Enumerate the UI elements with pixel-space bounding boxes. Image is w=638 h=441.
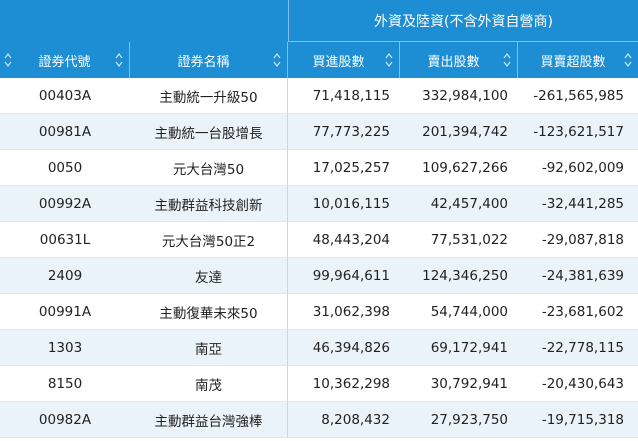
column-header-sell[interactable]: 賣出股數 [400, 42, 518, 78]
column-header-net[interactable]: 買賣超股數 [518, 42, 638, 78]
table-row: 00403A 主動統一升級50 71,418,115 332,984,100 -… [0, 78, 638, 114]
cell-sell: 69,172,941 [400, 330, 518, 366]
sort-icon[interactable] [503, 53, 511, 67]
sort-icon[interactable] [273, 53, 281, 67]
cell-name: 主動群益台灣強棒 [130, 402, 288, 438]
cell-sell: 42,457,400 [400, 186, 518, 222]
group-header-spacer [0, 0, 130, 42]
cell-code: 00982A [0, 402, 130, 438]
table-row: 00981A 主動統一台股增長 77,773,225 201,394,742 -… [0, 114, 638, 150]
cell-net: -29,087,818 [518, 222, 638, 258]
cell-name: 主動統一台股增長 [130, 114, 288, 150]
cell-net: -32,441,285 [518, 186, 638, 222]
column-header-label: 證券代號 [38, 54, 91, 70]
cell-buy: 31,062,398 [288, 294, 400, 330]
column-header-buy[interactable]: 買進股數 [288, 42, 400, 78]
column-header-label: 賣出股數 [427, 54, 480, 70]
cell-buy: 17,025,257 [288, 150, 400, 186]
table-row: 1303 南亞 46,394,826 69,172,941 -22,778,11… [0, 330, 638, 366]
cell-name: 元大台灣50 [130, 150, 288, 186]
table-group-header: 外資及陸資(不含外資自營商) [0, 0, 638, 42]
table-row: 00982A 主動群益台灣強棒 8,208,432 27,923,750 -19… [0, 402, 638, 438]
cell-net: -19,715,318 [518, 402, 638, 438]
cell-name: 友達 [130, 258, 288, 294]
table-row: 8150 南茂 10,362,298 30,792,941 -20,430,64… [0, 366, 638, 402]
cell-code: 00981A [0, 114, 130, 150]
group-title: 外資及陸資(不含外資自營商) [288, 0, 638, 42]
cell-buy: 77,773,225 [288, 114, 400, 150]
table-row: 00992A 主動群益科技創新 10,016,115 42,457,400 -3… [0, 186, 638, 222]
cell-code: 00992A [0, 186, 130, 222]
cell-code: 0050 [0, 150, 130, 186]
cell-code: 8150 [0, 366, 130, 402]
cell-code: 00631L [0, 222, 130, 258]
cell-buy: 10,016,115 [288, 186, 400, 222]
cell-name: 主動統一升級50 [130, 78, 288, 114]
table-row: 2409 友達 99,964,611 124,346,250 -24,381,6… [0, 258, 638, 294]
cell-name: 南亞 [130, 330, 288, 366]
column-header-label: 買賣超股數 [540, 54, 606, 70]
cell-buy: 8,208,432 [288, 402, 400, 438]
cell-sell: 54,744,000 [400, 294, 518, 330]
cell-net: -24,381,639 [518, 258, 638, 294]
cell-sell: 30,792,941 [400, 366, 518, 402]
table-row: 00991A 主動復華未來50 31,062,398 54,744,000 -2… [0, 294, 638, 330]
cell-sell: 109,627,266 [400, 150, 518, 186]
cell-sell: 332,984,100 [400, 78, 518, 114]
table-row: 0050 元大台灣50 17,025,257 109,627,266 -92,6… [0, 150, 638, 186]
cell-buy: 10,362,298 [288, 366, 400, 402]
cell-net: -22,778,115 [518, 330, 638, 366]
cell-sell: 27,923,750 [400, 402, 518, 438]
column-header-code[interactable]: 證券代號 [0, 42, 130, 78]
cell-name: 主動復華未來50 [130, 294, 288, 330]
cell-name: 南茂 [130, 366, 288, 402]
cell-net: -23,681,602 [518, 294, 638, 330]
cell-buy: 71,418,115 [288, 78, 400, 114]
cell-name: 主動群益科技創新 [130, 186, 288, 222]
sort-icon[interactable] [624, 53, 632, 67]
cell-sell: 77,531,022 [400, 222, 518, 258]
cell-net: -92,602,009 [518, 150, 638, 186]
cell-code: 1303 [0, 330, 130, 366]
table-header: 證券代號 證券名稱 買進股數 賣出股數 買賣超股數 [0, 42, 638, 78]
cell-net: -123,621,517 [518, 114, 638, 150]
cell-buy: 46,394,826 [288, 330, 400, 366]
cell-buy: 99,964,611 [288, 258, 400, 294]
cell-code: 00403A [0, 78, 130, 114]
cell-net: -261,565,985 [518, 78, 638, 114]
column-header-name[interactable]: 證券名稱 [130, 42, 288, 78]
cell-sell: 201,394,742 [400, 114, 518, 150]
cell-net: -20,430,643 [518, 366, 638, 402]
column-header-label: 證券名稱 [177, 54, 230, 70]
group-header-spacer [130, 0, 288, 42]
cell-code: 00991A [0, 294, 130, 330]
sort-icon[interactable] [385, 53, 393, 67]
cell-name: 元大台灣50正2 [130, 222, 288, 258]
cell-buy: 48,443,204 [288, 222, 400, 258]
table-row: 00631L 元大台灣50正2 48,443,204 77,531,022 -2… [0, 222, 638, 258]
column-header-label: 買進股數 [312, 54, 365, 70]
sort-icon[interactable] [115, 53, 123, 67]
cell-sell: 124,346,250 [400, 258, 518, 294]
sort-icon[interactable] [4, 53, 12, 67]
cell-code: 2409 [0, 258, 130, 294]
